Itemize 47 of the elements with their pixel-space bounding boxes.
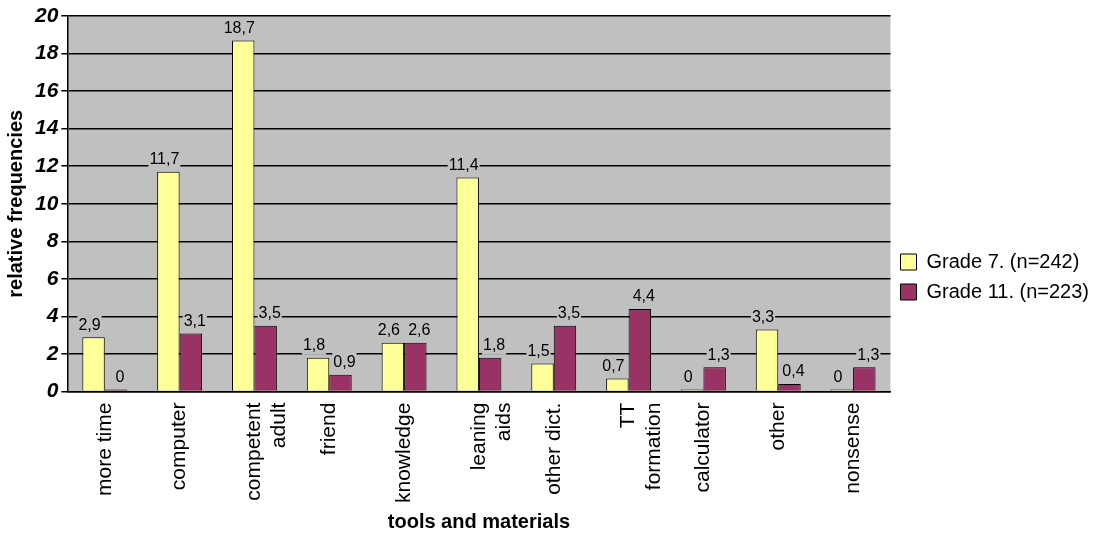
data-label: 3,1 — [183, 311, 207, 329]
x-tick-label: calculator — [690, 402, 714, 493]
x-tick-label: other — [765, 402, 789, 451]
y-tick-label: 12 — [35, 153, 59, 177]
data-label: 0,9 — [333, 353, 356, 371]
data-label: 4,4 — [632, 287, 656, 305]
y-tick-label: 4 — [45, 303, 59, 327]
y-tick-label: 20 — [34, 2, 59, 26]
data-label: 3,5 — [557, 304, 581, 322]
y-tick-label: 18 — [35, 40, 59, 64]
data-label: 3,5 — [258, 304, 281, 322]
data-label: 2,6 — [377, 321, 401, 339]
y-tick-label: 14 — [35, 115, 59, 139]
data-label: 11,7 — [149, 150, 180, 168]
data-label: 1,5 — [527, 341, 550, 359]
data-label: 0 — [833, 368, 843, 385]
y-tick-label: 8 — [46, 228, 59, 252]
x-tick-label: friend — [316, 402, 340, 456]
data-label: 2,6 — [408, 321, 431, 339]
data-label: 1,8 — [483, 336, 506, 354]
y-tick-label: 2 — [45, 340, 59, 364]
x-tick-label: leaning aids — [465, 402, 514, 471]
x-tick-label: other dict. — [540, 402, 564, 495]
data-label: 2,9 — [78, 315, 101, 333]
data-label: 0,4 — [782, 362, 805, 380]
legend-label: Grade 11. (n=223) — [926, 279, 1090, 302]
x-tick-label: more time — [91, 402, 115, 496]
y-axis-title: relative frequencies — [3, 109, 26, 298]
data-label: 1,8 — [302, 336, 326, 354]
y-tick-label: 16 — [35, 77, 59, 101]
y-tick-label: 0 — [46, 378, 59, 402]
data-label: 11,4 — [448, 155, 479, 173]
x-tick-label: competent adult — [241, 402, 290, 501]
data-label: 3,3 — [751, 308, 775, 326]
y-tick-label: 10 — [35, 190, 59, 214]
y-tick-label: 6 — [46, 265, 59, 289]
data-label: 0,7 — [602, 356, 625, 374]
data-label: 0 — [683, 368, 693, 385]
data-label: 1,3 — [857, 345, 880, 363]
x-tick-label: knowledge — [390, 402, 414, 503]
legend-label: Grade 7. (n=242) — [926, 249, 1080, 272]
x-tick-label: nonsense — [839, 402, 863, 494]
data-label: 1,3 — [707, 345, 730, 363]
x-axis-title: tools and materials — [387, 509, 571, 532]
data-label: 18,7 — [223, 18, 255, 36]
data-label: 0 — [115, 368, 125, 385]
x-tick-label: computer — [166, 402, 190, 491]
